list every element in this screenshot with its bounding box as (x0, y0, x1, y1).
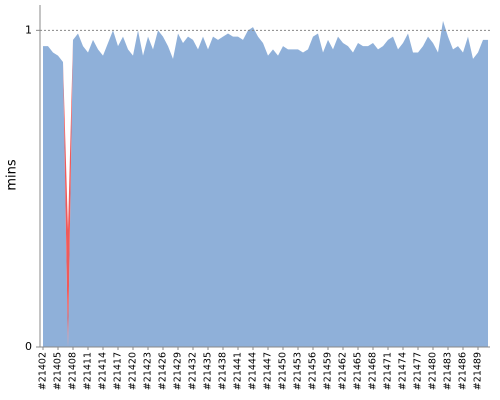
x-tick-label: #21444 (248, 352, 259, 390)
x-tick-label: #21414 (98, 352, 109, 390)
x-tick-label: #21483 (443, 352, 454, 390)
x-tick-label: #21402 (38, 352, 49, 390)
x-tick-label: #21477 (413, 352, 424, 390)
x-tick-label: #21435 (203, 352, 214, 390)
x-tick-label: #21450 (278, 352, 289, 390)
x-tick-label: #21417 (113, 352, 124, 390)
x-tick-label: #21465 (353, 352, 364, 390)
x-tick-label: #21480 (428, 352, 439, 390)
x-tick-label: #21432 (188, 352, 199, 390)
y-tick-label: 1 (25, 23, 32, 36)
y-tick-label: 0 (25, 340, 32, 353)
x-tick-label: #21438 (218, 352, 229, 390)
x-tick-label: #21408 (68, 352, 79, 390)
x-tick-label: #21456 (308, 352, 319, 390)
x-tick-label: #21420 (128, 352, 139, 390)
x-tick-label: #21471 (383, 352, 394, 390)
x-tick-label: #21441 (233, 352, 244, 390)
y-axis-label: mins (5, 159, 20, 191)
x-tick-label: #21462 (338, 352, 349, 390)
x-tick-label: #21411 (83, 352, 94, 390)
x-tick-label: #21447 (263, 352, 274, 390)
x-tick-label: #21486 (458, 352, 469, 390)
x-tick-label: #21423 (143, 352, 154, 390)
x-tick-label: #21474 (398, 352, 409, 390)
x-tick-label: #21429 (173, 352, 184, 390)
area (43, 20, 488, 347)
x-tick-label: #21468 (368, 352, 379, 390)
x-tick-label: #21453 (293, 352, 304, 390)
x-tick-label: #21426 (158, 352, 169, 390)
x-tick-label: #21489 (473, 352, 484, 390)
x-tick-label: #21405 (53, 352, 64, 390)
x-tick-label: #21459 (323, 352, 334, 390)
